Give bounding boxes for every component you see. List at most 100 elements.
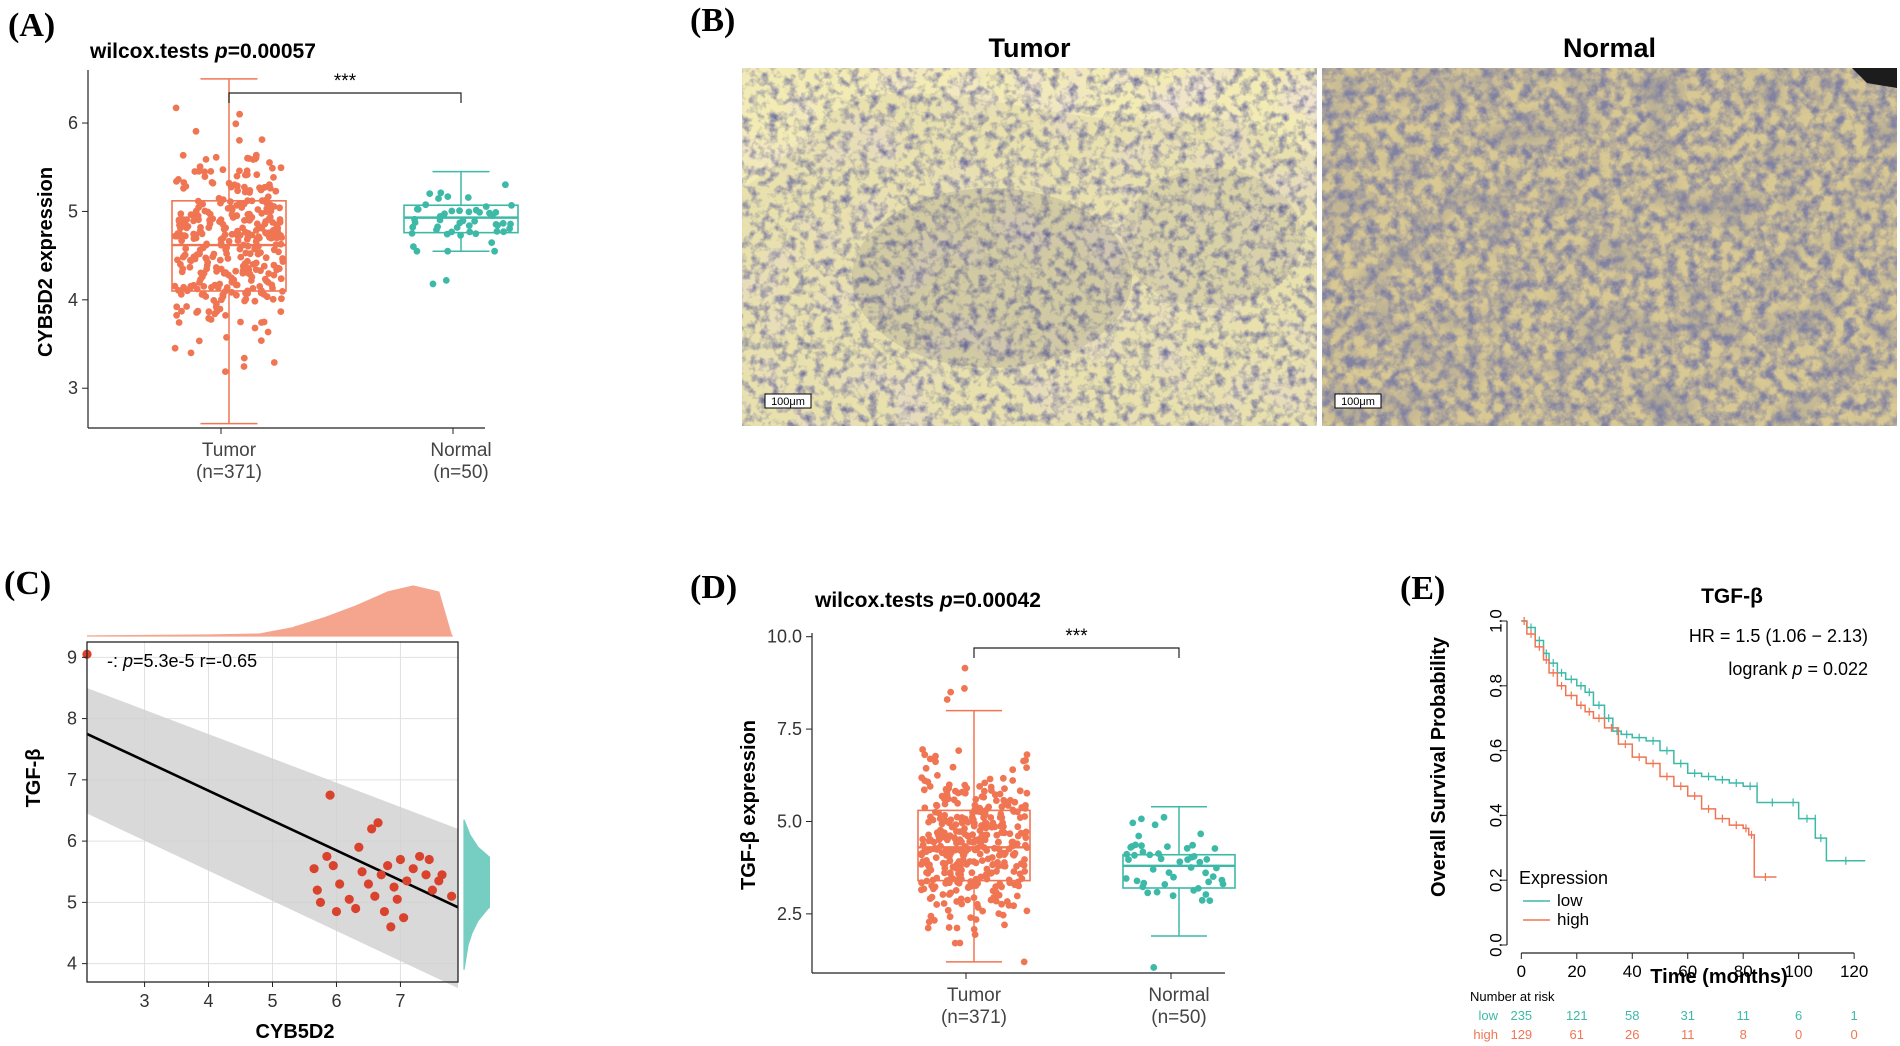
- risk-table-cell: 8: [1740, 1027, 1747, 1042]
- x-tick-label: 60: [1678, 962, 1697, 981]
- data-point: [223, 284, 231, 291]
- data-point: [508, 202, 515, 209]
- x-tick-n-label: (n=371): [196, 462, 262, 483]
- panel-a: (A) wilcox.tests p=0.00057 CYB5D2 expres…: [8, 7, 519, 483]
- risk-table-cell: 0: [1851, 1027, 1858, 1042]
- data-point: [219, 166, 227, 174]
- data-point: [257, 249, 264, 256]
- panel-c-plot: 3 4 5 6 7 4 5 6 7 8 9 -: p=5.3e-5 r=-0.65: [67, 585, 490, 1011]
- x-tick-label: 20: [1567, 962, 1586, 981]
- y-tick-label: 0.0: [1486, 933, 1505, 957]
- data-point: [995, 862, 1002, 870]
- data-point: [935, 809, 943, 817]
- data-point: [972, 916, 980, 923]
- data-point: [991, 844, 998, 852]
- data-point: [987, 814, 995, 821]
- data-point: [427, 885, 438, 895]
- data-point: [251, 324, 259, 332]
- data-point: [1122, 875, 1130, 882]
- legend-title: Expression: [1519, 868, 1608, 888]
- data-point: [201, 168, 209, 176]
- data-point: [1151, 821, 1159, 829]
- panel-a-label: (A): [8, 7, 55, 44]
- x-tick-label: Tumor: [947, 985, 1002, 1006]
- data-point: [270, 359, 278, 366]
- data-point: [1133, 877, 1141, 885]
- data-point: [978, 857, 986, 864]
- data-point: [180, 184, 187, 192]
- data-point: [970, 839, 977, 846]
- data-point: [980, 831, 988, 839]
- data-point: [205, 314, 213, 322]
- data-point: [447, 891, 457, 901]
- data-point: [270, 203, 278, 210]
- data-point: [435, 195, 442, 202]
- y-tick-label: 8: [67, 709, 77, 729]
- data-point: [379, 906, 390, 917]
- data-point: [325, 790, 335, 800]
- data-point: [328, 861, 338, 871]
- data-point: [1010, 868, 1018, 875]
- data-point: [1014, 823, 1022, 831]
- data-point: [1001, 785, 1008, 792]
- data-point: [274, 264, 282, 272]
- data-point: [970, 894, 978, 902]
- data-point: [1176, 858, 1184, 866]
- data-point: [1164, 843, 1171, 850]
- data-point: [1203, 856, 1211, 863]
- data-point: [252, 154, 260, 162]
- y-tick-label: 7: [67, 770, 77, 790]
- data-point: [354, 842, 364, 852]
- data-point: [471, 217, 478, 225]
- data-point: [492, 209, 500, 216]
- data-point: [197, 276, 204, 283]
- scale-bar-normal: 100μm: [1341, 396, 1375, 408]
- data-point: [957, 871, 964, 879]
- panel-d-title: wilcox.tests p=0.00042: [814, 589, 1041, 612]
- data-point: [422, 201, 430, 209]
- data-point: [1005, 845, 1013, 853]
- data-point: [998, 849, 1006, 857]
- x-tick-label: Normal: [430, 440, 491, 461]
- data-point: [958, 814, 966, 821]
- data-point: [1006, 830, 1014, 838]
- data-point: [210, 250, 218, 258]
- data-point: [918, 879, 925, 887]
- data-point: [443, 230, 451, 238]
- data-point: [395, 854, 406, 865]
- data-point: [187, 211, 195, 219]
- data-point: [1187, 864, 1195, 871]
- data-point: [1011, 798, 1019, 806]
- data-point: [482, 203, 490, 211]
- data-point: [939, 891, 947, 898]
- data-point: [1184, 856, 1191, 863]
- legend-label-low: low: [1557, 891, 1583, 910]
- data-point: [941, 829, 948, 837]
- panel-b: (B) Tumor Normal: [690, 0, 1900, 430]
- data-point: [973, 900, 981, 908]
- data-point: [240, 200, 248, 208]
- data-point: [258, 287, 265, 295]
- data-point: [983, 875, 991, 883]
- data-point: [357, 867, 367, 877]
- data-point: [981, 787, 988, 795]
- data-point: [920, 786, 928, 794]
- data-point: [175, 319, 183, 326]
- data-point: [1128, 843, 1136, 850]
- data-point: [1014, 832, 1022, 840]
- data-point: [465, 222, 473, 230]
- data-point: [195, 337, 203, 345]
- data-point: [953, 898, 961, 905]
- data-point: [236, 110, 244, 118]
- data-point: [228, 206, 236, 214]
- data-point: [244, 269, 252, 277]
- data-point: [186, 284, 194, 292]
- data-point: [258, 319, 265, 326]
- data-point: [944, 906, 952, 914]
- data-point: [999, 911, 1007, 919]
- data-point: [262, 254, 270, 262]
- data-point-outlier: [961, 664, 969, 672]
- data-point: [924, 924, 932, 932]
- data-point: [240, 241, 247, 249]
- data-point: [408, 230, 416, 237]
